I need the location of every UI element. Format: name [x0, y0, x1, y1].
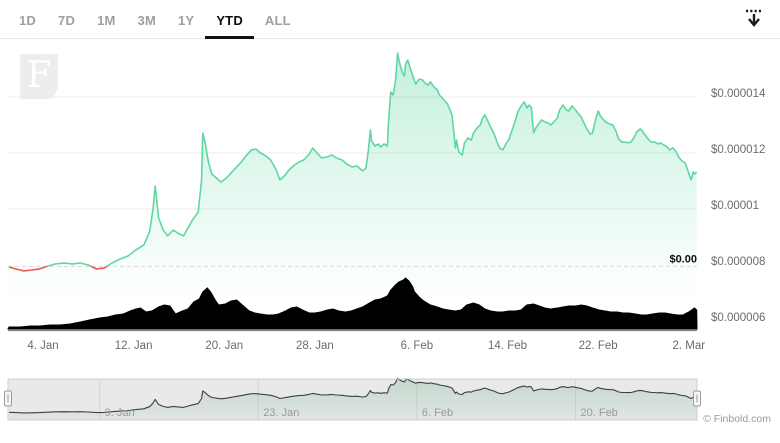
range-button-1m[interactable]: 1M — [86, 0, 126, 39]
x-axis-label: 22. Feb — [579, 340, 618, 352]
range-button-3m[interactable]: 3M — [127, 0, 167, 39]
price-line-up — [9, 52, 698, 267]
navigator-line — [8, 377, 697, 414]
range-button-ytd[interactable]: YTD — [205, 0, 254, 39]
navigator: 9. Jan 23. Jan 6. Feb 20. Feb — [4, 377, 701, 421]
plot-area[interactable] — [8, 40, 697, 330]
x-axis-label: 12. Jan — [115, 340, 153, 352]
navigator-area-fill — [9, 378, 697, 420]
navigator-handle-right[interactable] — [693, 390, 701, 407]
price-area-fill — [9, 53, 697, 331]
x-axis-label: 4. Jan — [27, 340, 58, 352]
navigator-label: 23. Jan — [263, 407, 299, 419]
x-axis-label: 2. Mar — [673, 340, 706, 352]
brand-watermark-letter: F — [27, 57, 52, 94]
x-axis-label: 14. Feb — [488, 340, 527, 352]
navigator-label: 20. Feb — [581, 407, 618, 419]
navigator-label: 6. Feb — [422, 407, 453, 419]
y-axis-label: $0.000008 — [711, 256, 765, 268]
x-axis-label: 20. Jan — [205, 340, 243, 352]
brand-watermark: F — [20, 54, 58, 99]
download-icon-glyph — [746, 9, 762, 27]
y-axis-label: $0.00001 — [711, 200, 759, 212]
y-axis-label: $0.000006 — [711, 312, 765, 324]
baseline-value-label: $0.00 — [669, 253, 697, 265]
range-selector: 1D 7D 1M 3M 1Y YTD ALL — [8, 0, 302, 39]
x-axis-label: 6. Feb — [401, 340, 434, 352]
x-axis-label: 28. Jan — [296, 340, 334, 352]
range-button-7d[interactable]: 7D — [47, 0, 86, 39]
y-axis-label: $0.000014 — [711, 88, 766, 100]
y-axis-label: $0.000012 — [711, 144, 765, 156]
chart-credits: © Finbold.com — [703, 413, 771, 425]
header-divider — [0, 38, 780, 39]
navigator-handle-left[interactable] — [4, 390, 12, 407]
download-icon[interactable] — [741, 6, 767, 30]
range-button-1d[interactable]: 1D — [8, 0, 47, 39]
volume-series — [7, 277, 698, 330]
range-button-all[interactable]: ALL — [254, 0, 302, 39]
range-button-1y[interactable]: 1Y — [167, 0, 205, 39]
navigator-label: 9. Jan — [105, 407, 135, 419]
